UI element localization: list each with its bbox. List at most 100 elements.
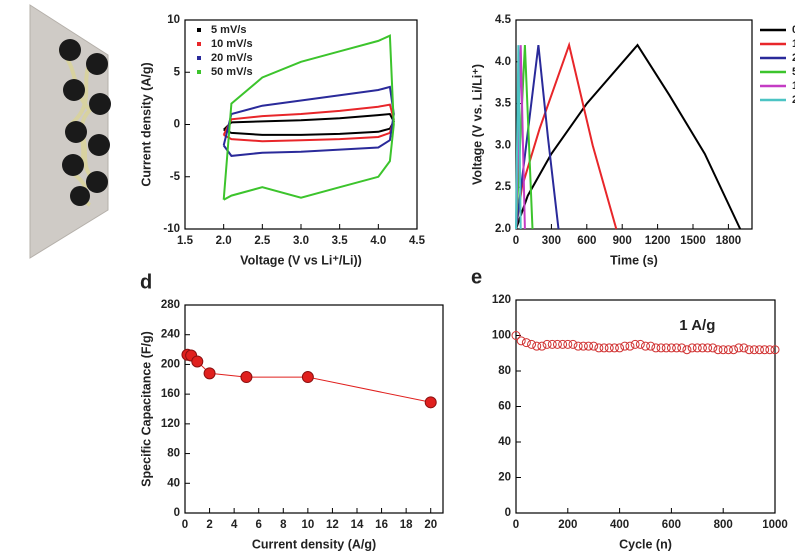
x-tick-label: 0 — [182, 519, 188, 531]
data-point — [739, 343, 749, 353]
data-point — [191, 355, 204, 368]
legend-swatch — [197, 42, 201, 46]
legend-label: 50 mV/s — [211, 66, 253, 78]
y-tick-label: 0 — [174, 507, 180, 519]
y-axis-title: Voltage (V vs. Li/Li⁺) — [470, 64, 484, 185]
y-tick-label: 4.0 — [495, 56, 511, 68]
data-point — [754, 345, 764, 355]
series-line — [222, 34, 395, 201]
y-axis-title: Current density (A/g) — [139, 62, 153, 186]
x-tick-label: 2 — [206, 519, 212, 531]
data-point — [672, 343, 682, 353]
data-point — [620, 341, 630, 351]
y-tick-label: 60 — [498, 401, 511, 413]
data-point — [635, 339, 645, 349]
x-tick-label: 1.5 — [177, 235, 194, 247]
data-point — [729, 345, 739, 355]
y-tick-label: 120 — [161, 418, 180, 430]
x-tick-label: 4 — [231, 519, 238, 531]
plot-frame — [515, 299, 776, 514]
data-point — [770, 345, 780, 355]
panel-letter: e — [471, 266, 482, 288]
data-point — [723, 345, 733, 355]
data-point — [599, 343, 609, 353]
x-tick-label: 1800 — [716, 235, 742, 247]
y-tick-label: -5 — [170, 171, 181, 183]
x-tick-label: 2.0 — [216, 235, 232, 247]
y-tick-label: 10 — [167, 14, 180, 26]
x-tick-label: 4.5 — [409, 235, 426, 247]
y-tick-label: 0 — [505, 507, 511, 519]
x-tick-label: 8 — [280, 519, 287, 531]
series-line — [515, 45, 522, 230]
data-point — [521, 338, 531, 348]
data-point — [687, 343, 697, 353]
y-tick-label: 4.5 — [495, 14, 512, 26]
data-point — [203, 367, 216, 380]
y-axis-title: Specific Capacitance (F/g) — [139, 331, 153, 487]
x-axis-title: Time (s) — [610, 253, 658, 267]
legend-label: 20 A/g — [792, 94, 795, 106]
y-tick-label: 2.0 — [495, 223, 511, 235]
y-tick-label: 3.5 — [495, 98, 512, 110]
data-point — [558, 339, 568, 349]
data-point — [527, 339, 537, 349]
particle — [65, 121, 87, 143]
legend-swatch — [197, 70, 201, 74]
legend-label: 10 A/g — [792, 80, 795, 92]
particle — [86, 53, 108, 75]
y-tick-label: 40 — [498, 436, 511, 448]
data-point — [589, 341, 599, 351]
y-tick-label: 80 — [498, 365, 511, 377]
x-axis-title: Cycle (n) — [619, 537, 672, 551]
legend-label: 1 A/g — [792, 38, 795, 50]
particle — [89, 93, 111, 115]
particle — [62, 154, 84, 176]
x-tick-label: 1000 — [762, 519, 788, 531]
data-point — [734, 343, 744, 353]
illustration — [29, 4, 111, 259]
data-point — [615, 343, 625, 353]
x-tick-label: 200 — [558, 519, 577, 531]
data-point — [765, 345, 775, 355]
data-point — [703, 343, 713, 353]
data-point — [584, 341, 594, 351]
y-tick-label: 120 — [492, 294, 511, 306]
x-axis-title: Voltage (V vs Li⁺/Li)) — [240, 253, 362, 267]
data-point — [552, 339, 562, 349]
data-point — [646, 341, 656, 351]
x-tick-label: 3.0 — [293, 235, 309, 247]
data-point — [578, 341, 588, 351]
data-point — [713, 345, 723, 355]
legend-swatch — [197, 56, 201, 60]
x-tick-label: 14 — [351, 519, 364, 531]
y-tick-label: 200 — [161, 358, 180, 370]
y-tick-label: -10 — [163, 223, 180, 235]
data-point — [532, 341, 542, 351]
data-point — [661, 343, 671, 353]
x-tick-label: 2.5 — [254, 235, 271, 247]
legend-label: 5 mV/s — [211, 24, 246, 36]
legend-swatch — [197, 28, 201, 32]
x-tick-label: 400 — [610, 519, 629, 531]
x-tick-label: 600 — [662, 519, 681, 531]
x-tick-label: 0 — [513, 235, 519, 247]
data-point — [760, 345, 770, 355]
data-point — [609, 343, 619, 353]
x-tick-label: 20 — [424, 519, 437, 531]
x-tick-label: 4.0 — [370, 235, 386, 247]
data-point — [718, 345, 728, 355]
data-point — [651, 343, 661, 353]
data-point — [568, 339, 578, 349]
data-point — [692, 343, 702, 353]
data-point — [542, 339, 552, 349]
x-axis-title: Current density (A/g) — [252, 537, 376, 551]
panel-letter: d — [140, 271, 152, 293]
data-point — [697, 343, 707, 353]
y-tick-label: 2.5 — [495, 181, 512, 193]
particle — [59, 39, 81, 61]
x-tick-label: 1200 — [645, 235, 671, 247]
plot-frame — [184, 304, 444, 514]
